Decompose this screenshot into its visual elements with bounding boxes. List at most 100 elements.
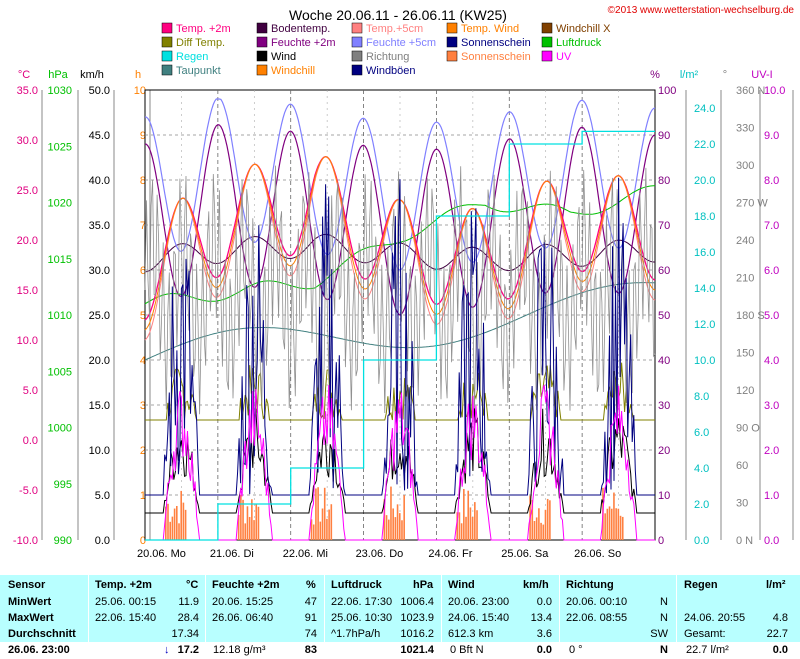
day-label: 24.06. Fr bbox=[428, 548, 472, 560]
legend-swatch bbox=[256, 22, 268, 34]
legend-label: Windchill bbox=[271, 65, 315, 77]
gust-line bbox=[145, 177, 655, 496]
sunshine-bar bbox=[474, 502, 476, 540]
sunshine-bar bbox=[456, 512, 459, 540]
row-minwert-druck-val: 1006.4 bbox=[400, 596, 434, 608]
rain-tick: 2.0 bbox=[694, 499, 709, 511]
dir-tick: 360 N bbox=[736, 85, 765, 97]
legend-swatch bbox=[446, 36, 458, 48]
uv-axis-unit: UV-I bbox=[751, 69, 772, 81]
temp-tick: -10.0 bbox=[13, 535, 38, 547]
sunshine-bar bbox=[403, 495, 405, 540]
sunshine-bar bbox=[237, 514, 240, 540]
temp-tick: 30.0 bbox=[17, 135, 38, 147]
current-wind: 0.0 bbox=[536, 644, 552, 656]
dir-tick: 270 W bbox=[736, 198, 768, 210]
sunshine-bar bbox=[615, 508, 617, 540]
temp-tick: 20.0 bbox=[17, 235, 38, 247]
temp-tick: 0.0 bbox=[23, 435, 38, 447]
rain-tick: 24.0 bbox=[694, 103, 715, 115]
sunshine-bar bbox=[535, 517, 538, 540]
row-durchschnitt-feuchte-val: 74 bbox=[304, 628, 317, 640]
legend-label: Sonnenschein bbox=[461, 51, 531, 63]
header-temp-unit: °C bbox=[186, 579, 199, 591]
pct-tick: 40 bbox=[658, 355, 670, 367]
dewpoint-line bbox=[144, 282, 656, 361]
uv-tick: 2.0 bbox=[764, 445, 779, 457]
row-durchschnitt-wind-val: 3.6 bbox=[536, 628, 552, 640]
rain-tick: 16.0 bbox=[694, 247, 715, 259]
row-maxwert-druck-time: 25.06. 10:30 bbox=[331, 612, 393, 624]
current-rain: 0.0 bbox=[772, 644, 788, 656]
rain-tick: 12.0 bbox=[694, 319, 715, 331]
dir-tick: 300 bbox=[736, 160, 754, 172]
pct-tick: 10 bbox=[658, 490, 670, 502]
uv-tick: 4.0 bbox=[764, 355, 779, 367]
sunshine-bar bbox=[619, 515, 622, 540]
sunshine-bar bbox=[463, 488, 465, 540]
hpa-tick: 1005 bbox=[48, 366, 72, 378]
header-wind-unit: km/h bbox=[523, 579, 549, 591]
kmh-tick: 35.0 bbox=[89, 220, 110, 232]
dir-tick: 30 bbox=[736, 498, 748, 510]
chart-title: Woche 20.06.11 - 26.06.11 (KW25) bbox=[289, 7, 507, 23]
header-temp: Temp. +2m bbox=[95, 579, 152, 591]
legend-swatch bbox=[541, 50, 553, 62]
uv-tick: 8.0 bbox=[764, 175, 779, 187]
hpa-axis-unit: hPa bbox=[48, 69, 68, 81]
legend-label: Windböen bbox=[366, 65, 416, 77]
sunshine-bar bbox=[610, 508, 613, 540]
dir-tick: 330 bbox=[736, 123, 754, 135]
temp-tick: -5.0 bbox=[19, 485, 38, 497]
sunshine-bar bbox=[401, 520, 403, 540]
sunshine-bar bbox=[176, 505, 178, 540]
h-tick: 4 bbox=[140, 355, 146, 367]
row-durchschnitt-druck-val: 1016.2 bbox=[400, 628, 434, 640]
sunshine-bar bbox=[319, 521, 322, 540]
humidity-5cm-line bbox=[144, 98, 656, 271]
sunshine-bar bbox=[182, 502, 185, 540]
legend-swatch bbox=[446, 50, 458, 62]
rain-line bbox=[145, 130, 655, 541]
sunshine-bar bbox=[385, 515, 388, 540]
sunshine-bar bbox=[458, 512, 461, 540]
legend-label: Feuchte +5cm bbox=[366, 37, 436, 49]
sunshine-bar bbox=[251, 499, 253, 540]
row-maxwert-druck-val: 1023.9 bbox=[400, 612, 434, 624]
sunshine-bar bbox=[465, 516, 467, 540]
pct-tick: 30 bbox=[658, 400, 670, 412]
row-durchschnitt-temp-val: 17.34 bbox=[171, 628, 199, 640]
pct-axis-unit: % bbox=[650, 69, 660, 81]
row-minwert-temp-val: 11.9 bbox=[178, 596, 199, 608]
hpa-tick: 1025 bbox=[48, 141, 72, 153]
legend-swatch bbox=[351, 36, 363, 48]
dir-tick: 0 N bbox=[736, 535, 753, 547]
sunshine-bar bbox=[392, 508, 394, 540]
legend-label: UV bbox=[556, 51, 572, 63]
current-row: 26.06. 23:00 ↓ 17.2 12.18 g/m³ 83 1021.4… bbox=[0, 642, 800, 659]
h-tick: 5 bbox=[140, 310, 146, 322]
temp-tick: 15.0 bbox=[17, 285, 38, 297]
row-minwert-label: MinWert bbox=[8, 596, 52, 608]
pct-tick: 20 bbox=[658, 445, 670, 457]
sunshine-bar bbox=[323, 487, 326, 540]
h-tick: 10 bbox=[134, 85, 146, 97]
pct-tick: 100 bbox=[658, 85, 676, 97]
sunshine-bar bbox=[390, 486, 392, 540]
day-label: 21.06. Di bbox=[210, 548, 254, 560]
sunshine-bar bbox=[546, 498, 549, 540]
dir-tick: 210 bbox=[736, 273, 754, 285]
uv-tick: 5.0 bbox=[764, 310, 779, 322]
legend-swatch bbox=[351, 64, 363, 76]
diff-temp-line bbox=[145, 362, 655, 421]
row-durchschnitt-wind-time: 612.3 km bbox=[448, 628, 494, 640]
sunshine-bar bbox=[255, 503, 258, 540]
sunshine-bar bbox=[608, 506, 611, 540]
row-maxwert-wind-val: 13.4 bbox=[530, 612, 552, 624]
pct-tick: 90 bbox=[658, 130, 670, 142]
sunshine-bar bbox=[531, 500, 534, 540]
header-regen-unit: l/m² bbox=[766, 579, 786, 591]
wind-line bbox=[145, 408, 655, 514]
hpa-tick: 995 bbox=[54, 479, 72, 491]
row-maxwert-richtung-val: N bbox=[660, 612, 668, 624]
